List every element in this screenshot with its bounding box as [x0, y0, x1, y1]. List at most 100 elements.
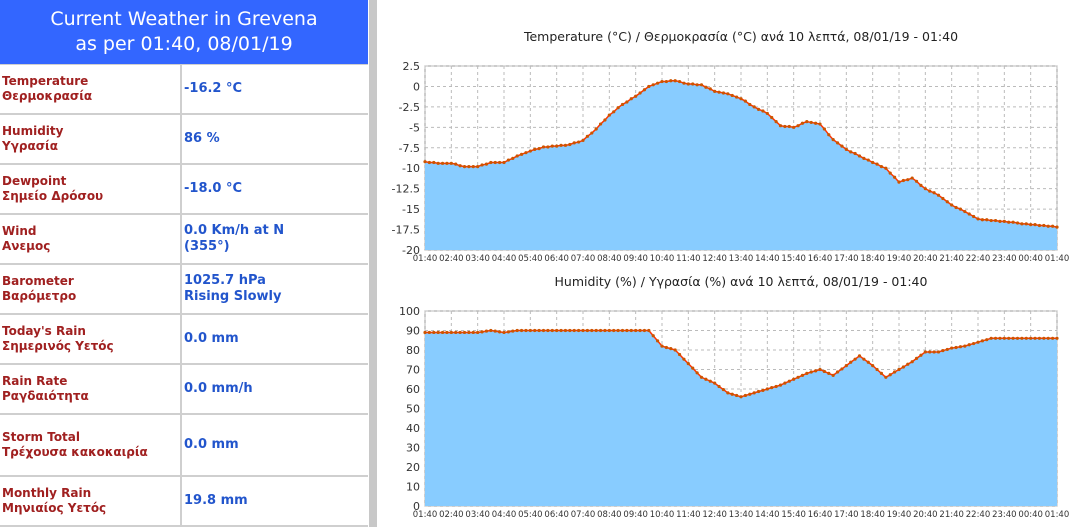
y-tick-label: 60	[406, 383, 420, 396]
x-tick-label: 06:40	[544, 510, 569, 520]
data-point	[796, 375, 800, 379]
data-point	[778, 124, 783, 128]
data-point	[1051, 336, 1055, 340]
data-point	[774, 120, 778, 124]
data-point	[445, 161, 449, 165]
data-point	[440, 330, 445, 335]
data-point	[871, 364, 875, 368]
data-point	[691, 366, 695, 370]
y-tick-label: 90	[406, 325, 420, 338]
data-point	[862, 357, 866, 361]
data-point	[1037, 336, 1042, 340]
row-label-en: Storm Total	[2, 430, 81, 444]
data-point	[625, 100, 629, 104]
x-tick-label: 02:40	[439, 510, 464, 520]
x-tick-label: 01:40	[413, 254, 438, 264]
charts-panel: Temperature (°C) / Θερμοκρασία (°C) ανά …	[377, 0, 1075, 527]
row-value-main: 0.0 mm	[184, 331, 239, 346]
data-point	[783, 124, 787, 129]
data-point	[945, 347, 949, 352]
data-point	[1033, 223, 1037, 227]
data-point	[805, 120, 809, 124]
data-point	[669, 79, 673, 83]
data-point	[752, 391, 756, 395]
row-label: Monthly Rain Μηνιαίος Υετός	[0, 477, 182, 525]
data-point	[541, 328, 546, 333]
data-point	[765, 111, 769, 116]
row-label-en: Wind	[2, 224, 37, 238]
data-point	[555, 328, 559, 333]
x-tick-label: 01:40	[1045, 254, 1070, 264]
data-point	[985, 338, 989, 342]
data-point	[967, 343, 971, 347]
data-point	[484, 329, 489, 333]
data-point	[844, 364, 848, 368]
row-label-gr: Μηνιαίος Υετός	[2, 501, 107, 515]
y-tick-label: 10	[406, 481, 420, 494]
data-point	[989, 336, 993, 340]
x-tick-label: 04:40	[492, 510, 517, 520]
data-point	[1033, 336, 1037, 340]
row-value: -16.2 °C	[184, 65, 368, 113]
data-point	[730, 392, 734, 396]
data-point	[629, 328, 633, 333]
x-tick-label: 13:40	[729, 510, 754, 520]
weather-row: Temperature Θερμοκρασία -16.2 °C	[0, 65, 368, 115]
row-label: Rain Rate Ραγδαιότητα	[0, 365, 182, 413]
data-point	[893, 370, 897, 374]
data-point	[462, 330, 467, 335]
data-point	[498, 160, 502, 165]
data-point	[699, 83, 704, 87]
data-point	[664, 79, 668, 84]
data-point	[458, 330, 462, 335]
row-value-main: 1025.7 hPa	[184, 273, 266, 288]
data-point	[546, 328, 550, 333]
data-point	[941, 348, 945, 353]
data-point	[840, 144, 844, 148]
data-point	[511, 329, 515, 333]
data-point	[923, 350, 927, 354]
data-point	[743, 393, 747, 398]
data-point	[568, 328, 572, 333]
data-point	[840, 367, 844, 371]
data-point	[849, 360, 853, 364]
data-point	[1029, 336, 1033, 340]
data-point	[476, 164, 480, 169]
data-point	[1020, 222, 1024, 226]
data-point	[743, 99, 747, 103]
x-tick-label: 16:40	[808, 254, 833, 264]
y-tick-label: -15	[402, 203, 420, 216]
x-tick-label: 04:40	[492, 254, 517, 264]
data-point	[445, 330, 449, 335]
row-label-en: Barometer	[2, 274, 74, 288]
row-value-main: 0.0 mm/h	[184, 381, 253, 396]
data-point	[875, 162, 879, 166]
row-label-en: Dewpoint	[2, 174, 67, 188]
data-point	[1011, 336, 1015, 340]
data-point	[634, 94, 638, 98]
row-label-en: Monthly Rain	[2, 486, 92, 500]
x-tick-label: 12:40	[702, 510, 727, 520]
data-point	[835, 370, 840, 374]
data-point	[620, 328, 625, 333]
weather-row: Humidity Υγρασία 86 %	[0, 115, 368, 165]
y-tick-label: 2.5	[403, 60, 421, 73]
data-point	[932, 350, 936, 354]
row-value: 1025.7 hPa Rising Slowly	[184, 265, 368, 313]
data-point	[489, 160, 493, 165]
data-point	[506, 330, 510, 334]
y-tick-label: 0	[413, 80, 420, 93]
data-point	[853, 151, 857, 156]
data-point	[1011, 220, 1015, 224]
data-point	[537, 147, 541, 151]
data-point	[699, 375, 704, 379]
data-point	[524, 151, 528, 155]
data-point	[493, 160, 497, 165]
data-point	[590, 131, 594, 135]
data-point	[480, 330, 484, 334]
data-point	[866, 360, 870, 364]
panel-divider	[369, 0, 377, 527]
data-point	[805, 371, 809, 375]
weather-table: Temperature Θερμοκρασία -16.2 °C Humidity Υγ…	[0, 64, 368, 527]
data-point	[717, 384, 721, 389]
